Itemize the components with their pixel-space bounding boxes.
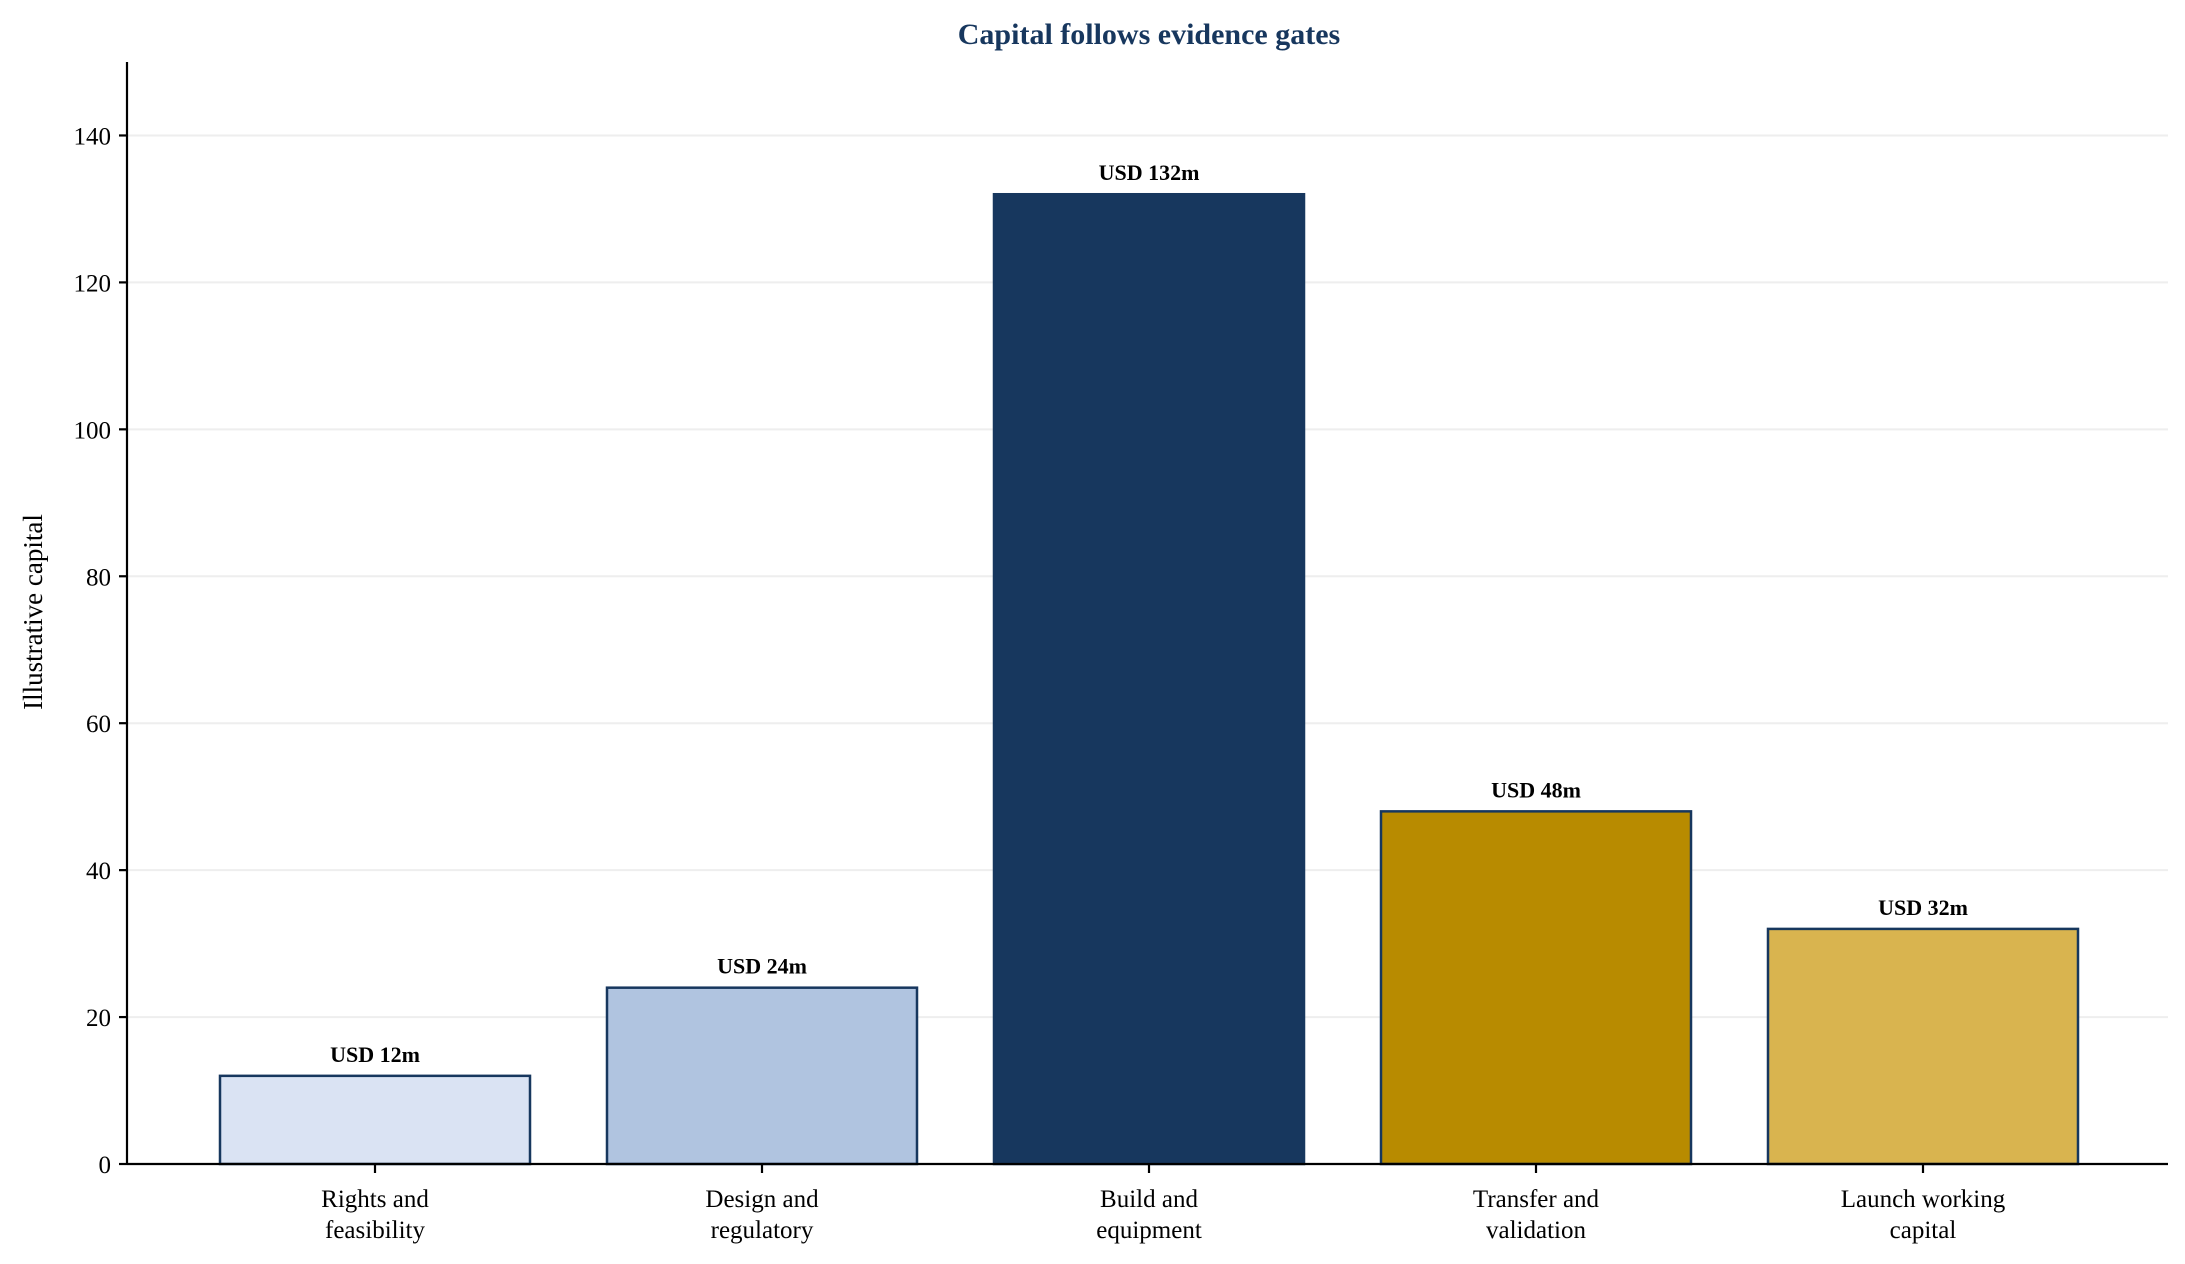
x-tick-label: capital [1890, 1217, 1957, 1244]
chart-title: Capital follows evidence gates [958, 18, 1340, 51]
x-tick-label: Launch working [1841, 1186, 2006, 1213]
x-tick-label: validation [1486, 1217, 1586, 1244]
y-tick-label: 0 [99, 1152, 112, 1179]
y-ticks: 0 20 40 60 80 100 120 140 [74, 123, 127, 1179]
x-tick-label: Design and [705, 1186, 819, 1213]
x-ticks: Rights and feasibility Design and regulator… [321, 1164, 2006, 1244]
data-label: USD 12m [330, 1042, 420, 1067]
bar [605, 986, 919, 1166]
y-tick-label: 20 [86, 1005, 111, 1032]
y-tick-label: 80 [86, 564, 111, 591]
x-tick-label: regulatory [711, 1217, 814, 1244]
bar [218, 1074, 532, 1166]
bar [1379, 810, 1693, 1166]
x-tick-label: Build and [1100, 1186, 1198, 1213]
data-label: USD 132m [1099, 160, 1200, 185]
bar [1766, 927, 2080, 1166]
data-label: USD 24m [717, 954, 807, 979]
y-axis-label: Illustrative capital [18, 514, 48, 710]
axes [125, 62, 2168, 1166]
data-labels: USD 12m USD 24m USD 132m USD 48m USD 32m [330, 160, 1968, 1067]
x-tick-label: Transfer and [1473, 1186, 1600, 1213]
y-tick-label: 120 [74, 270, 112, 297]
bars [218, 192, 2080, 1166]
bar [992, 192, 1306, 1166]
y-tick-label: 40 [86, 858, 111, 885]
y-tick-label: 140 [74, 123, 112, 150]
y-tick-label: 100 [74, 417, 112, 444]
x-tick-label: Rights and [321, 1186, 429, 1213]
x-tick-label: feasibility [325, 1217, 425, 1244]
data-label: USD 48m [1491, 777, 1581, 802]
y-tick-label: 60 [86, 711, 111, 738]
data-label: USD 32m [1878, 895, 1968, 920]
x-tick-label: equipment [1096, 1217, 1202, 1244]
